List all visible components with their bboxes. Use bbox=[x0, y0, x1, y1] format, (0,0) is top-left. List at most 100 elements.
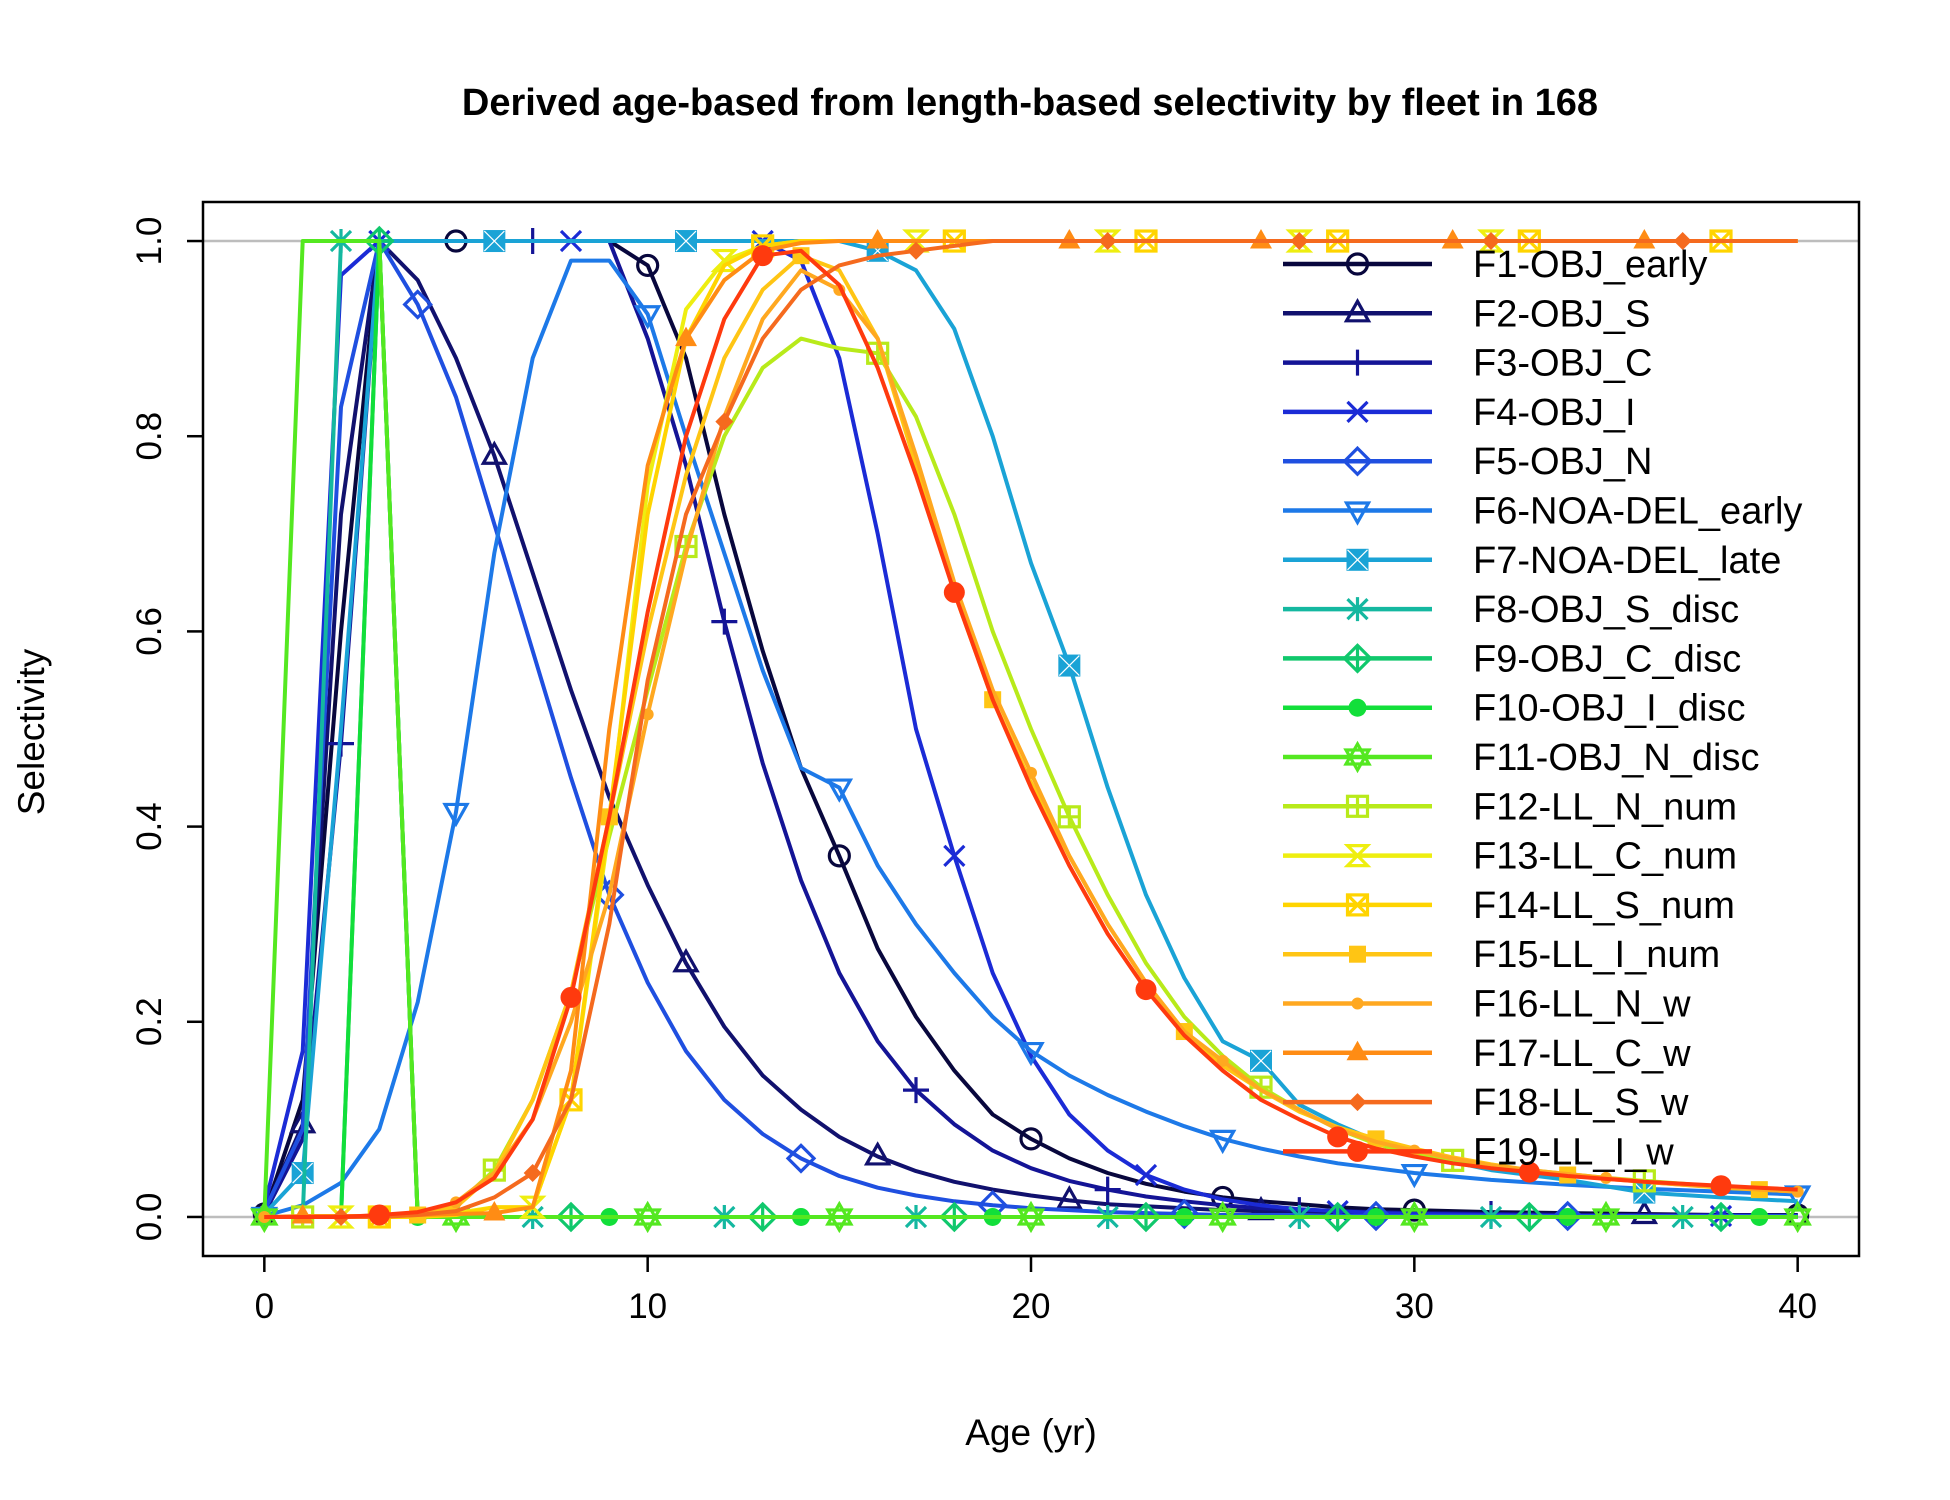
legend-item: F2-OBJ_S bbox=[1283, 293, 1650, 335]
legend-marker-glyph bbox=[1347, 549, 1368, 571]
series-11 bbox=[250, 239, 1812, 1234]
legend-marker bbox=[1348, 698, 1367, 717]
legend-label: F5-OBJ_N bbox=[1473, 441, 1652, 483]
legend-marker bbox=[1343, 740, 1372, 766]
data-point bbox=[1400, 1163, 1429, 1189]
data-point-glyph bbox=[633, 1208, 662, 1234]
data-point bbox=[1630, 1199, 1659, 1225]
legend-label: F11-OBJ_N_disc bbox=[1473, 737, 1760, 779]
legend-label: F10-OBJ_I_disc bbox=[1473, 688, 1745, 730]
legend-marker-glyph bbox=[1343, 748, 1372, 774]
data-point bbox=[1135, 979, 1157, 1001]
data-point bbox=[1208, 1200, 1237, 1226]
data-point bbox=[1552, 1200, 1583, 1232]
data-point bbox=[483, 1201, 506, 1221]
chart-title: Derived age-based from length-based sele… bbox=[462, 82, 1598, 124]
data-point bbox=[1250, 229, 1272, 249]
legend-marker bbox=[1342, 445, 1373, 477]
data-point bbox=[1134, 1163, 1158, 1187]
data-point bbox=[863, 1141, 892, 1166]
data-point bbox=[1094, 1176, 1121, 1203]
data-point bbox=[907, 241, 925, 260]
y-tick-label: 0.2 bbox=[130, 997, 169, 1046]
legend-label: F9-OBJ_C_disc bbox=[1473, 638, 1741, 680]
data-point bbox=[1591, 1200, 1621, 1226]
legend-item: F5-OBJ_N bbox=[1283, 441, 1652, 483]
data-point bbox=[1783, 1200, 1812, 1226]
y-tick-label: 0.6 bbox=[130, 607, 169, 656]
legend: F1-OBJ_early F2-OBJ_S F3-OBJ_C F4-OBJ_I F5-O… bbox=[1283, 244, 1802, 1173]
data-point bbox=[752, 245, 774, 267]
data-point-glyph bbox=[675, 230, 697, 252]
legend-item: F4-OBJ_I bbox=[1283, 392, 1636, 434]
y-tick-label: 0.0 bbox=[130, 1193, 169, 1242]
legend-label: F15-LL_I_num bbox=[1473, 934, 1720, 976]
data-point-glyph bbox=[1058, 655, 1080, 676]
legend-item: F7-NOA-DEL_late bbox=[1283, 540, 1781, 582]
series-19 bbox=[264, 245, 1798, 1226]
data-point bbox=[633, 1200, 662, 1226]
legend-item: F17-LL_C_w bbox=[1283, 1033, 1691, 1075]
data-point bbox=[480, 440, 509, 465]
legend-marker bbox=[1345, 597, 1370, 622]
x-tick-label: 30 bbox=[1395, 1287, 1434, 1326]
y-tick-label: 0.8 bbox=[130, 412, 169, 461]
legend-item: F6-NOA-DEL_early bbox=[1283, 491, 1802, 533]
legend-item: F14-LL_S_num bbox=[1283, 885, 1735, 927]
data-point-glyph bbox=[1783, 1208, 1812, 1234]
legend-label: F8-OBJ_S_disc bbox=[1473, 589, 1739, 631]
data-point bbox=[250, 1200, 279, 1226]
series-layer bbox=[250, 225, 1812, 1234]
legend-label: F18-LL_S_w bbox=[1473, 1082, 1689, 1124]
x-tick-label: 40 bbox=[1778, 1287, 1817, 1326]
legend-marker bbox=[1351, 997, 1364, 1010]
data-point bbox=[943, 581, 965, 603]
data-point bbox=[402, 289, 433, 320]
data-point bbox=[1710, 1175, 1732, 1197]
data-point bbox=[827, 844, 851, 868]
data-point bbox=[903, 1077, 929, 1104]
legend-label: F7-NOA-DEL_late bbox=[1473, 540, 1781, 582]
series-line bbox=[263, 258, 1798, 1218]
legend-item: F16-LL_N_w bbox=[1283, 984, 1691, 1026]
x-axis-label: Age (yr) bbox=[965, 1412, 1097, 1453]
legend-label: F1-OBJ_early bbox=[1473, 244, 1707, 286]
data-point-glyph bbox=[483, 230, 505, 252]
data-point bbox=[1482, 232, 1500, 251]
legend-label: F4-OBJ_I bbox=[1473, 392, 1636, 434]
data-point bbox=[1098, 232, 1117, 251]
legend-marker bbox=[1345, 252, 1370, 276]
data-point bbox=[1400, 1200, 1429, 1226]
legend-marker bbox=[1343, 501, 1372, 526]
data-point bbox=[675, 326, 697, 347]
data-point bbox=[1216, 1054, 1229, 1067]
data-point bbox=[1208, 1129, 1237, 1155]
data-point-glyph bbox=[1250, 1050, 1272, 1072]
legend-marker bbox=[1346, 1040, 1369, 1061]
data-point-glyph bbox=[1633, 1182, 1655, 1203]
legend-label: F12-LL_N_num bbox=[1473, 786, 1737, 828]
data-point-glyph bbox=[1591, 1208, 1621, 1234]
legend-item: F3-OBJ_C bbox=[1283, 343, 1652, 385]
legend-item: F8-OBJ_S_disc bbox=[1283, 589, 1739, 631]
data-point bbox=[1441, 229, 1464, 249]
legend-marker bbox=[1343, 844, 1372, 868]
legend-label: F2-OBJ_S bbox=[1473, 293, 1650, 335]
legend-marker bbox=[1345, 893, 1370, 917]
legend-item: F10-OBJ_I_disc bbox=[1283, 688, 1745, 730]
data-point bbox=[1633, 229, 1656, 249]
legend-item: F15-LL_I_num bbox=[1283, 934, 1720, 976]
data-point bbox=[715, 412, 734, 431]
y-tick-label: 0.4 bbox=[130, 802, 169, 851]
y-tick-label: 1.0 bbox=[130, 217, 169, 266]
legend-marker bbox=[1347, 1140, 1368, 1162]
legend-item: F12-LL_N_num bbox=[1283, 786, 1737, 828]
data-point bbox=[1327, 1126, 1349, 1148]
data-point bbox=[1055, 1185, 1084, 1210]
data-point bbox=[1058, 229, 1081, 249]
data-point bbox=[560, 986, 582, 1008]
legend-item: F9-OBJ_C_disc bbox=[1283, 638, 1741, 680]
data-point bbox=[785, 1143, 817, 1174]
legend-label: F16-LL_N_w bbox=[1473, 984, 1691, 1026]
legend-item: F19-LL_I_w bbox=[1283, 1131, 1674, 1173]
